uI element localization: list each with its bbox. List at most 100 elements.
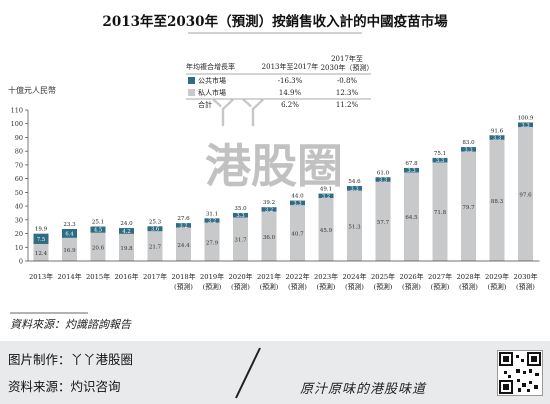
- qr-pattern: [499, 352, 541, 394]
- x-tick-label: 2024年: [342, 272, 366, 281]
- public-value-label: 3.3: [350, 186, 358, 192]
- total-value-label: 67.8: [405, 161, 418, 167]
- bar-private: [119, 233, 134, 261]
- public-value-label: 3.3: [379, 178, 387, 184]
- bar-private: [518, 127, 533, 261]
- x-tick-sublabel: (預測): [402, 282, 421, 291]
- x-axis: 2013年 2014年 2015年 2016年 2017年 2018年(預測)2019年(…: [28, 260, 540, 291]
- x-tick-label: 2013年: [29, 272, 53, 281]
- x-tick-label: 2016年: [114, 272, 138, 281]
- x-tick-sublabel: (預測): [459, 282, 478, 291]
- y-tick-label: 60: [15, 175, 23, 183]
- private-value-label: 51.3: [348, 224, 361, 230]
- y-tick-label: 90: [15, 134, 23, 142]
- legend-row-v2: 12.3%: [336, 89, 359, 97]
- public-value-label: 3.3: [293, 201, 301, 207]
- total-value-label: 83.0: [462, 140, 475, 146]
- private-value-label: 79.7: [462, 205, 475, 211]
- bar-private: [290, 205, 305, 261]
- bar-private: [233, 217, 248, 261]
- legend-col2-header-line2: 2030年（預測）: [321, 63, 374, 72]
- y-tick-label: 80: [15, 148, 23, 156]
- public-value-label: 3.3: [464, 147, 472, 153]
- x-tick-label: 2022年: [285, 272, 309, 281]
- bar-private: [489, 139, 505, 261]
- source-note: 資料來源：灼識諮詢報告: [10, 318, 132, 331]
- bar-public: [432, 157, 448, 163]
- total-value-label: 19.9: [35, 227, 48, 233]
- bar-public: [290, 200, 305, 206]
- private-value-label: 16.9: [63, 248, 76, 254]
- private-value-label: 12.4: [35, 251, 48, 257]
- public-value-label: 4.5: [94, 228, 102, 234]
- public-value-label: 4.2: [122, 229, 130, 235]
- x-tick-sublabel: (預測): [203, 282, 222, 291]
- bar-private: [347, 190, 362, 261]
- x-tick-label: 2027年: [428, 272, 452, 281]
- public-value-label: 3.3: [236, 213, 244, 219]
- total-value-label: 100.9: [518, 115, 534, 121]
- legend-swatch: [188, 89, 195, 96]
- private-value-label: 36.0: [263, 235, 276, 241]
- watermark: 丫丫 港股圈: [205, 97, 343, 193]
- x-tick-label: 2025年: [371, 272, 395, 281]
- public-value-label: 6.4: [65, 231, 74, 237]
- bar-public: [347, 186, 362, 191]
- legend-col1-header: 2013年至2017年: [262, 62, 319, 71]
- bar-public: [489, 135, 505, 140]
- total-value-label: 91.6: [491, 128, 504, 134]
- public-value-label: 3.2: [322, 194, 330, 200]
- watermark-logo-glyph: 丫丫: [208, 97, 268, 132]
- public-value-label: 3.3: [521, 123, 529, 129]
- public-value-label: 3.3: [407, 168, 415, 174]
- x-tick-label: 2018年: [171, 272, 195, 281]
- x-tick-sublabel: (預測): [488, 282, 507, 291]
- x-tick-sublabel: (預測): [231, 282, 250, 291]
- bar-private: [432, 162, 448, 261]
- bar-private: [461, 151, 476, 261]
- bar-public: [147, 226, 163, 232]
- private-value-label: 71.8: [434, 210, 447, 216]
- bar-public: [461, 147, 476, 152]
- footer-made-by: 图片制作：丫丫港股圈: [8, 352, 134, 367]
- bar-public: [62, 229, 77, 238]
- y-tick-label: 40: [15, 203, 23, 211]
- y-axis-label: 十億元人民幣: [8, 85, 56, 95]
- total-value-label: 44.0: [291, 194, 304, 200]
- bar-public: [404, 167, 419, 173]
- total-value-label: 75.1: [434, 151, 446, 157]
- footer-slogan: 原汁原味的港股味道: [300, 382, 427, 397]
- private-value-label: 27.9: [206, 240, 219, 246]
- watermark-text: 港股圈: [205, 139, 343, 193]
- x-tick-sublabel: (預測): [374, 282, 393, 291]
- total-value-label: 61.0: [377, 170, 390, 176]
- bar-private: [318, 197, 334, 261]
- divider-slash: [235, 347, 261, 399]
- bar-private: [375, 181, 391, 261]
- x-tick-sublabel: (預測): [516, 282, 535, 291]
- private-value-label: 24.4: [177, 243, 190, 249]
- x-tick-label: 2015年: [86, 272, 110, 281]
- y-tick-label: 30: [15, 216, 23, 224]
- private-value-label: 88.3: [491, 199, 504, 205]
- total-value-label: 27.6: [177, 216, 190, 222]
- public-value-label: 7.5: [37, 237, 45, 243]
- legend-row-v1: 14.9%: [279, 89, 302, 97]
- y-tick-label: 100: [11, 120, 23, 128]
- x-tick-label: 2017年: [143, 272, 167, 281]
- bar-public: [233, 212, 248, 218]
- x-tick-sublabel: (預測): [288, 282, 307, 291]
- public-value-label: 3.6: [151, 227, 159, 233]
- private-value-label: 21.7: [149, 245, 162, 251]
- bar-public: [204, 218, 220, 223]
- footer: [0, 341, 550, 404]
- bar-private: [261, 211, 277, 261]
- x-tick-label: 2030年: [513, 272, 537, 281]
- bar-public: [33, 233, 49, 244]
- private-value-label: 57.7: [377, 220, 390, 226]
- y-tick-label: 10: [15, 244, 23, 252]
- x-tick-label: 2023年: [314, 272, 338, 281]
- x-tick-label: 2014年: [57, 272, 81, 281]
- bar-public: [119, 228, 134, 234]
- qr-code: [497, 350, 543, 396]
